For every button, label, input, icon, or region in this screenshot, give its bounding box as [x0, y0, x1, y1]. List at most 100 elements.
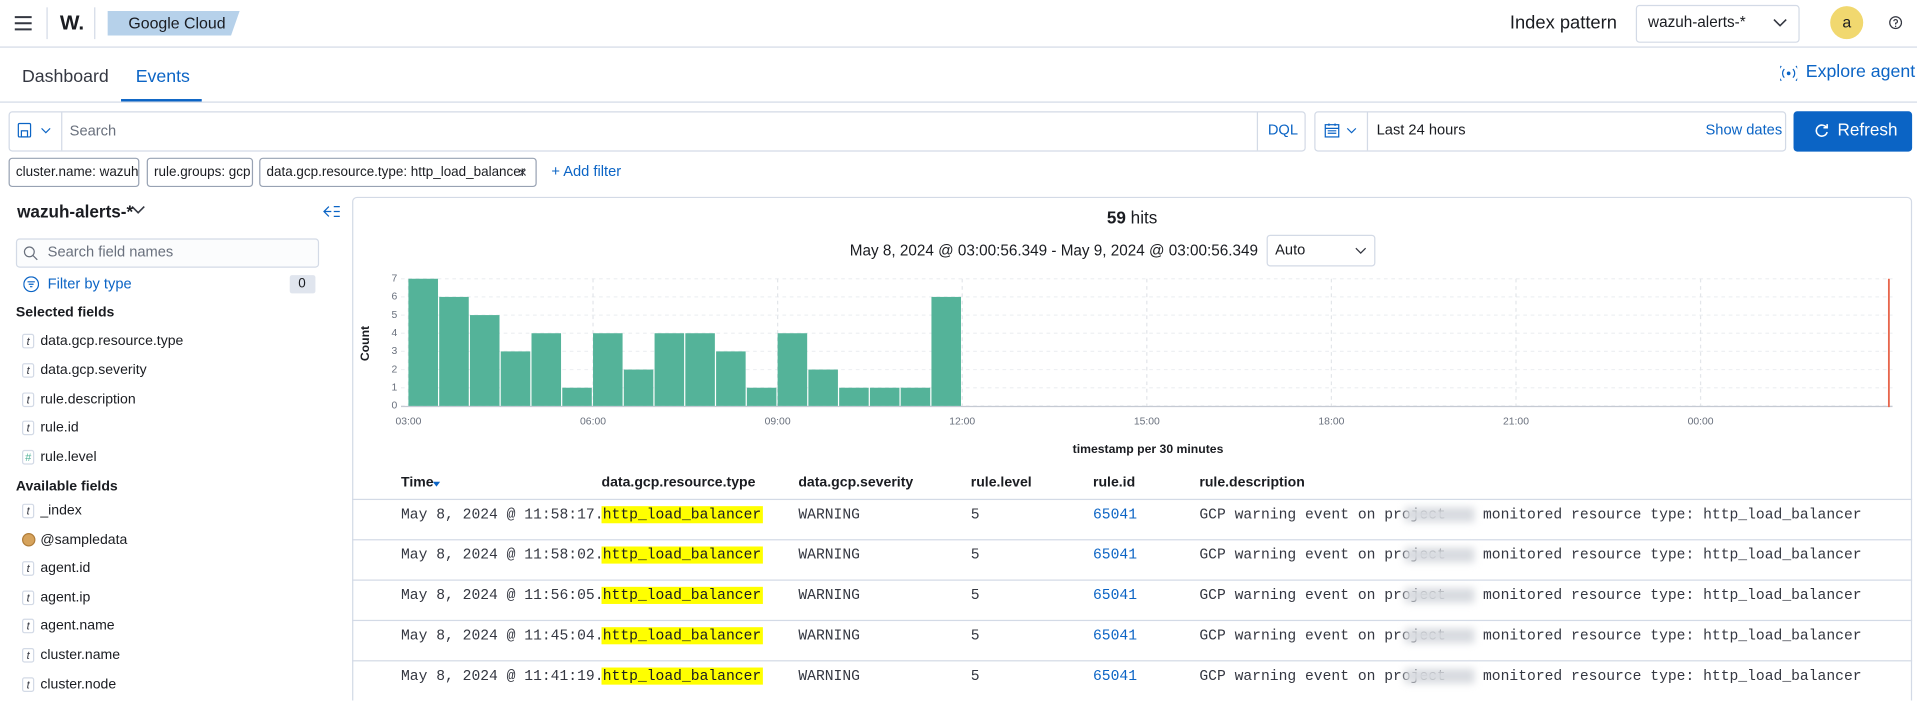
bar	[408, 278, 438, 406]
filter-by-type[interactable]: Filter by type	[47, 275, 132, 293]
date-picker[interactable]	[1314, 111, 1787, 152]
tab[interactable]: Dashboard	[22, 67, 109, 87]
filter-pill[interactable]	[146, 157, 254, 188]
cell-description: monitored resource type: http_load_balan…	[1482, 506, 1862, 524]
refresh-icon	[1815, 124, 1828, 137]
add-filter[interactable]: + Add filter	[551, 162, 622, 180]
x-tick-label: 15:00	[1134, 417, 1160, 428]
results-panel	[352, 196, 1913, 701]
filter-pill[interactable]	[259, 157, 537, 188]
field-type-icon: #	[22, 450, 35, 465]
index-name[interactable]: wazuh-alerts-*	[17, 201, 134, 222]
column-header[interactable]: rule.level	[970, 475, 1032, 491]
refresh-label[interactable]: Refresh	[1837, 119, 1898, 140]
interval-select[interactable]	[1266, 234, 1376, 267]
collapse-sidebar[interactable]	[323, 204, 340, 219]
cell-description: GCP warning event on project	[1199, 667, 1446, 685]
field-name[interactable]: agent.name	[40, 619, 115, 634]
field-type-icon: t	[22, 647, 35, 663]
cell-severity: WARNING	[798, 506, 860, 524]
search-bar[interactable]	[8, 111, 1306, 152]
y-tick-label: 5	[392, 310, 398, 321]
saved-query-button[interactable]	[17, 122, 54, 139]
bar	[469, 315, 500, 406]
field-name[interactable]: rule.description	[40, 391, 136, 407]
bar	[839, 387, 869, 406]
cell-resource-type: http_load_balancer	[601, 506, 763, 524]
table-header-border	[352, 498, 1913, 501]
avatar[interactable]	[1830, 6, 1864, 40]
bar	[685, 333, 715, 406]
explore-agent[interactable]: Explore agent	[1805, 62, 1916, 82]
chevron	[1355, 247, 1367, 254]
bar	[869, 387, 900, 406]
x-tick-label: 03:00	[395, 417, 421, 428]
field-name[interactable]: _index	[40, 503, 82, 519]
cell-time: May 8, 2024 @ 11:58:02.073	[401, 546, 630, 564]
cell-id[interactable]: 65041	[1092, 667, 1138, 685]
column-header[interactable]: rule.id	[1092, 475, 1136, 491]
field-name[interactable]: rule.id	[40, 421, 79, 436]
field-name[interactable]: agent.ip	[40, 590, 91, 605]
hits-label: hits	[1125, 207, 1158, 228]
field-type-icon: t	[22, 619, 35, 634]
dql-button[interactable]: DQL	[1267, 121, 1298, 139]
chevron[interactable]	[131, 204, 146, 215]
row-border	[352, 539, 1913, 541]
cell-description: monitored resource type: http_load_balan…	[1482, 586, 1862, 604]
field-name[interactable]: agent.id	[40, 561, 91, 577]
cell-severity: WARNING	[798, 546, 860, 564]
y-tick-label: 7	[392, 273, 398, 284]
field-type-icon: t	[22, 590, 35, 605]
redacted	[1404, 588, 1475, 603]
tabs-border	[0, 101, 1917, 103]
row-border	[352, 660, 1913, 662]
field-name[interactable]: @sampledata	[40, 532, 128, 548]
field-name[interactable]: data.gcp.resource.type	[40, 333, 184, 349]
count-badge	[289, 275, 316, 294]
cell-id[interactable]: 65041	[1092, 586, 1138, 604]
field-name[interactable]: cluster.name	[40, 647, 121, 663]
cell-id[interactable]: 65041	[1092, 546, 1138, 564]
filter-remove[interactable]: ×	[518, 163, 527, 181]
cloud-label: Google Cloud	[128, 14, 226, 33]
column-header[interactable]: data.gcp.severity	[798, 475, 914, 491]
index-select[interactable]	[1635, 4, 1800, 43]
field-name[interactable]: cluster.node	[40, 676, 117, 692]
filter-pill[interactable]	[8, 157, 140, 188]
cell-id[interactable]: 65041	[1092, 627, 1138, 645]
time-range: May 8, 2024 @ 03:00:56.349 - May 9, 2024…	[849, 242, 1259, 260]
histogram: 0 1 2 3 4 5 6 7 03:00 06:00 09:00 12:00 15:00 18:00 21…	[358, 273, 1893, 456]
index-pattern-value: wazuh-alerts-*	[1648, 13, 1746, 31]
cell-resource-type: http_load_balancer	[601, 546, 763, 564]
cell-time: May 8, 2024 @ 11:45:04.246	[401, 627, 630, 645]
calendar-icon[interactable]	[1324, 122, 1361, 139]
filter-icon	[23, 276, 40, 293]
tab[interactable]: Events	[135, 67, 190, 87]
bar	[808, 369, 838, 406]
redacted	[1404, 628, 1475, 644]
show-dates[interactable]: Show dates	[1705, 121, 1783, 139]
cell-time: May 8, 2024 @ 11:56:05.164	[401, 586, 630, 604]
column-header[interactable]: data.gcp.resource.type	[601, 475, 756, 491]
help-icon[interactable]	[1889, 16, 1903, 30]
field-name[interactable]: rule.level	[40, 450, 97, 465]
refresh-button[interactable]	[1793, 111, 1913, 152]
field-type-icon: t	[22, 333, 35, 349]
cell-description: GCP warning event on project	[1199, 546, 1446, 564]
x-axis-label: timestamp per 30 minutes	[1073, 442, 1224, 456]
field-search-placeholder: Search field names	[47, 243, 174, 261]
menu-button[interactable]	[14, 15, 32, 32]
column-header[interactable]: Time	[401, 475, 434, 491]
header-border	[0, 46, 1917, 48]
cell-id[interactable]: 65041	[1092, 506, 1138, 524]
field-search[interactable]	[15, 238, 320, 268]
column-header[interactable]: rule.description	[1199, 475, 1305, 491]
cell-description: monitored resource type: http_load_balan…	[1482, 667, 1862, 685]
x-tick-label: 18:00	[1318, 417, 1344, 428]
field-type-icon: t	[22, 503, 35, 519]
bar	[623, 369, 654, 406]
divider	[1256, 112, 1259, 151]
field-name[interactable]: data.gcp.severity	[40, 362, 147, 378]
